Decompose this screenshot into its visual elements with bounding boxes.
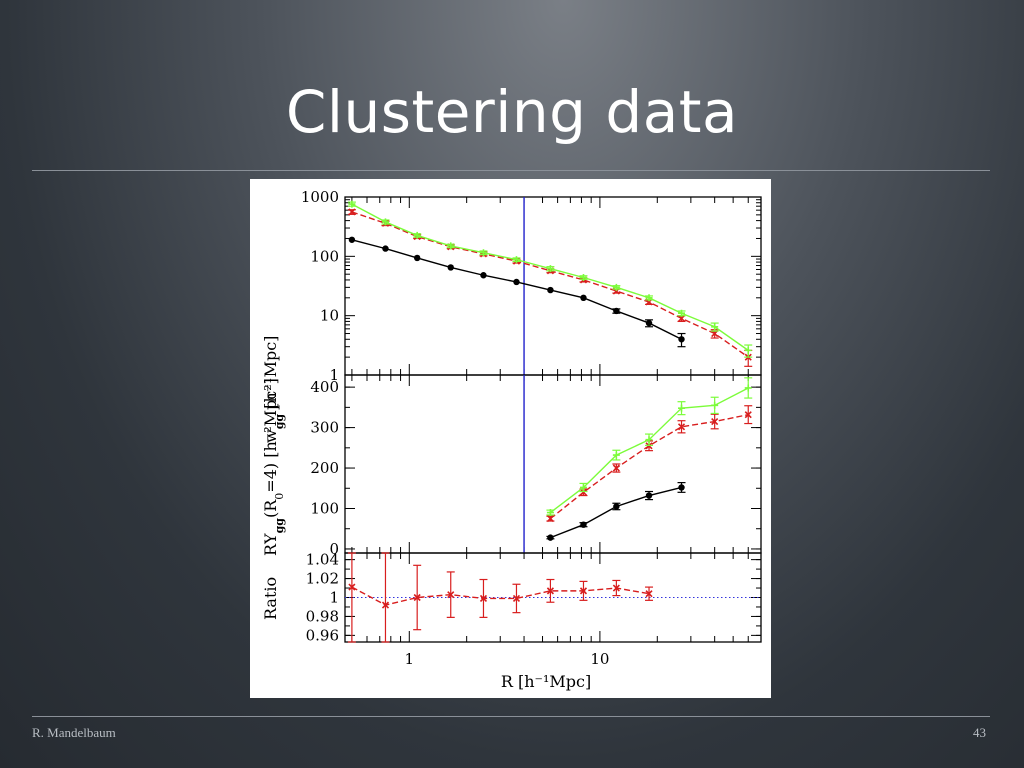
data-point xyxy=(512,594,521,603)
data-point xyxy=(677,314,686,322)
data-point xyxy=(546,265,554,273)
data-point xyxy=(447,264,454,271)
data-point xyxy=(382,245,389,252)
y-tick-label: 0.98 xyxy=(306,607,339,625)
data-point xyxy=(645,319,653,327)
data-point xyxy=(381,218,389,226)
x-axis-label: R [h⁻¹Mpc] xyxy=(501,672,591,691)
data-point xyxy=(579,587,588,595)
footer-divider xyxy=(32,716,990,717)
data-point xyxy=(744,411,752,419)
y-tick-label: 1000 xyxy=(301,188,339,206)
data-point xyxy=(447,242,455,250)
series-line xyxy=(351,203,749,351)
data-point xyxy=(678,309,686,317)
data-point xyxy=(677,423,686,431)
data-point xyxy=(645,492,653,499)
data-point xyxy=(348,200,356,208)
data-point xyxy=(711,323,719,331)
clustering-figure: wgg [h⁻¹Mpc] RΥgg(R0=4) [h⁻²Mpc²] Ratio … xyxy=(250,179,771,698)
footer-author: R. Mandelbaum xyxy=(32,725,116,740)
data-point xyxy=(645,590,653,598)
data-point xyxy=(348,236,356,243)
series-line xyxy=(549,413,749,520)
y-tick-label: 100 xyxy=(310,500,339,518)
data-point xyxy=(547,534,554,541)
y-tick-label: 200 xyxy=(310,459,339,477)
data-point xyxy=(612,464,620,472)
top-ylabel: wgg [h⁻¹Mpc] xyxy=(261,336,286,443)
data-point xyxy=(512,256,520,264)
data-point xyxy=(678,404,686,412)
data-point xyxy=(678,336,685,343)
data-point xyxy=(744,346,752,354)
data-point xyxy=(711,417,719,426)
data-point xyxy=(479,249,487,257)
series-line xyxy=(351,586,650,606)
clustering-plot: wgg [h⁻¹Mpc] RΥgg(R0=4) [h⁻²Mpc²] Ratio … xyxy=(261,188,762,691)
y-tick-label: 400 xyxy=(310,378,339,396)
y-tick-label: 1.04 xyxy=(306,551,339,569)
y-tick-label: 0 xyxy=(329,540,339,558)
y-tick-label: 1 xyxy=(329,366,339,384)
panel-frame xyxy=(344,374,762,554)
y-tick-label: 100 xyxy=(310,247,339,265)
data-point xyxy=(546,587,554,595)
data-point xyxy=(480,272,487,279)
y-tick-label: 300 xyxy=(310,419,339,437)
data-point xyxy=(413,593,421,602)
data-point xyxy=(580,294,587,302)
data-point xyxy=(645,436,653,444)
data-point xyxy=(579,273,587,281)
data-point xyxy=(579,483,587,491)
data-point xyxy=(711,401,719,409)
data-point xyxy=(547,286,554,294)
data-point xyxy=(612,584,620,592)
series-line xyxy=(351,239,682,340)
data-point xyxy=(613,503,620,510)
data-point xyxy=(744,384,752,392)
x-tick-label: 1 xyxy=(405,650,415,668)
series-line xyxy=(351,211,749,358)
data-point xyxy=(579,488,588,496)
data-point xyxy=(413,231,421,239)
slide-number: 43 xyxy=(973,725,986,740)
data-point xyxy=(645,294,653,302)
title-divider xyxy=(32,170,990,171)
data-point xyxy=(546,509,554,517)
data-point xyxy=(348,583,356,591)
series-line xyxy=(550,486,682,539)
y-tick-label: 0.96 xyxy=(306,626,339,644)
data-point xyxy=(546,515,554,523)
data-point xyxy=(612,451,620,459)
x-tick-label: 10 xyxy=(590,650,609,668)
slide-title: Clustering data xyxy=(285,78,739,146)
data-point xyxy=(612,283,620,291)
y-tick-label: 10 xyxy=(320,307,339,325)
data-point xyxy=(447,591,455,599)
data-point xyxy=(413,254,421,262)
y-tick-label: 1 xyxy=(329,589,339,607)
data-point xyxy=(678,484,685,491)
data-point xyxy=(348,208,356,216)
data-point xyxy=(381,601,390,609)
panel-frame xyxy=(344,196,762,376)
middle-ylabel: RΥgg(R0=4) [h⁻²Mpc²] xyxy=(261,378,286,556)
data-point xyxy=(479,594,488,603)
y-tick-label: 1.02 xyxy=(306,570,339,588)
data-point xyxy=(513,278,520,286)
data-point xyxy=(580,521,587,528)
data-point xyxy=(613,307,620,315)
bottom-ylabel: Ratio xyxy=(261,577,280,620)
